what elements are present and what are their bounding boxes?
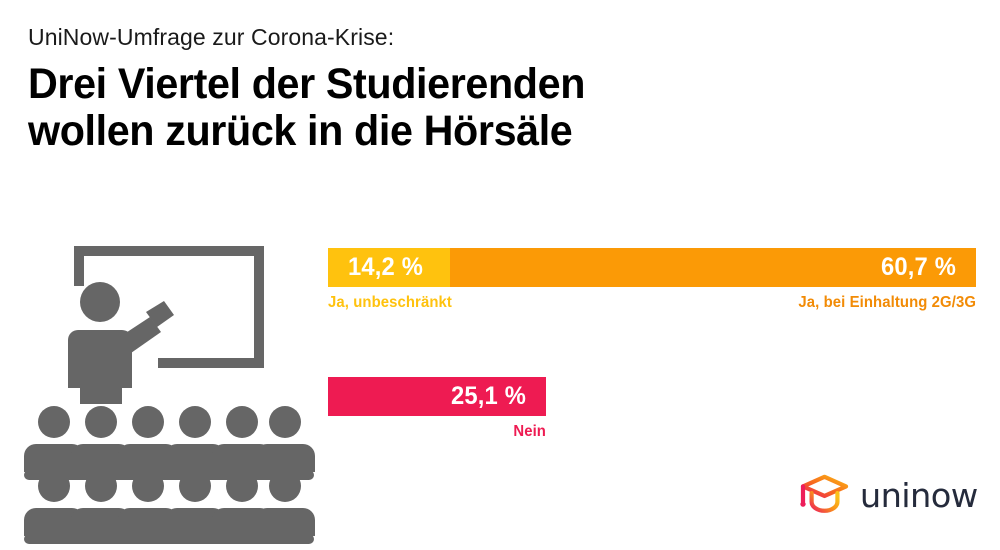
bar-row-yes: 14,2 % 60,7 % Ja, unbeschränkt Ja, bei E… (328, 248, 976, 316)
bar-value-yes-unrestricted: 14,2 % (347, 253, 424, 281)
bar-no: 25,1 % (328, 377, 546, 416)
headline-line-1: Drei Viertel der Studierenden (28, 60, 586, 108)
category-label-yes-unrestricted: Ja, unbeschränkt (328, 294, 452, 311)
bar-labels-no: Nein (328, 423, 546, 445)
lecture-hall-icon (22, 232, 322, 544)
page-title: Drei Viertel der Studierenden wollen zur… (28, 61, 834, 155)
header: UniNow-Umfrage zur Corona-Krise: Drei Vi… (28, 22, 868, 155)
bar-labels-yes: Ja, unbeschränkt Ja, bei Einhaltung 2G/3… (328, 294, 976, 316)
bar-value-no: 25,1 % (450, 382, 526, 410)
bar-segment-yes-2g3g[interactable]: 60,7 % (449, 248, 976, 287)
kicker-text: UniNow-Umfrage zur Corona-Krise: (28, 24, 395, 50)
bar-row-no: 25,1 % Nein (328, 377, 976, 445)
stacked-bar-yes: 14,2 % 60,7 % (328, 248, 976, 287)
bar-value-yes-2g3g: 60,7 % (880, 253, 957, 281)
headline-line-2: wollen zurück in die Hörsäle (28, 107, 573, 155)
bar-segment-no[interactable]: 25,1 % (328, 377, 546, 416)
graduation-cap-icon (799, 473, 850, 517)
uninow-logo[interactable]: uninow (799, 471, 978, 519)
uninow-wordmark: uninow (859, 475, 978, 515)
survey-bar-chart: 14,2 % 60,7 % Ja, unbeschränkt Ja, bei E… (328, 248, 976, 445)
category-label-yes-2g3g: Ja, bei Einhaltung 2G/3G (798, 294, 976, 311)
bar-segment-yes-unrestricted[interactable]: 14,2 % (328, 248, 450, 287)
category-label-no: Nein (513, 423, 546, 440)
